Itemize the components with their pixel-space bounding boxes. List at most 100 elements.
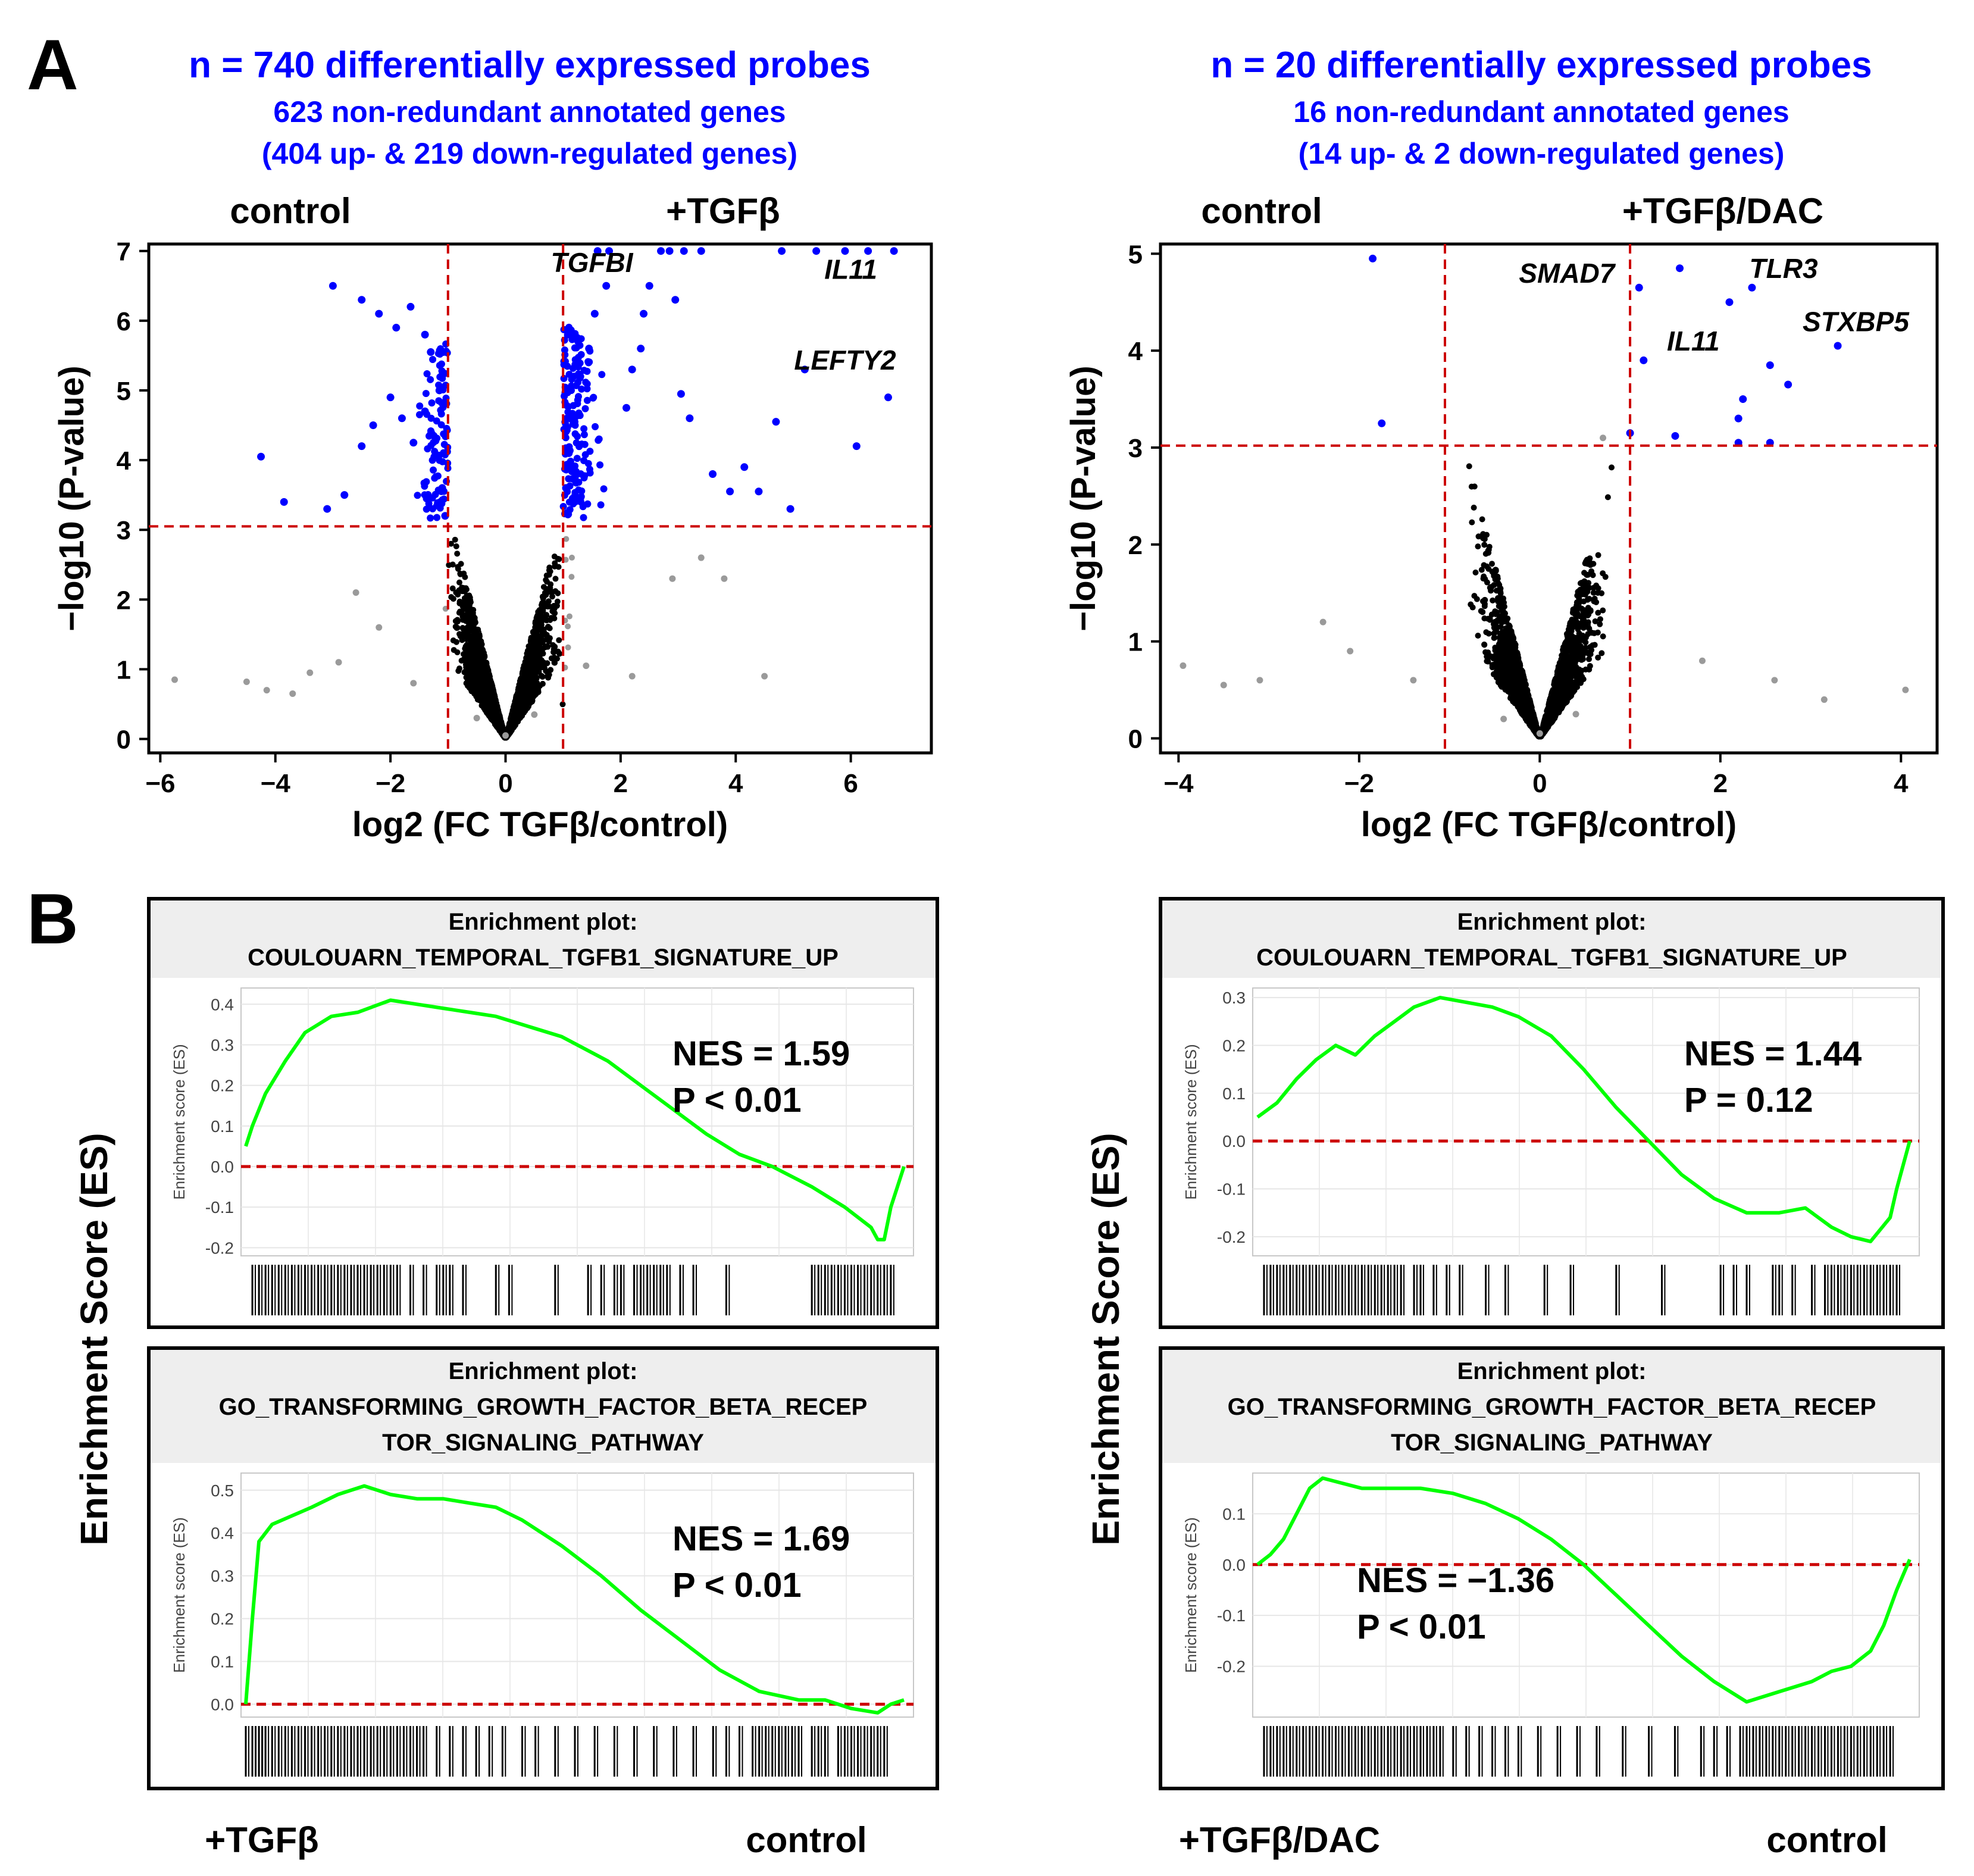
volcano-right-xtick-label: 4 <box>1894 769 1909 798</box>
volcano-left-sig-point <box>772 418 780 426</box>
volcano-left-point <box>478 669 485 676</box>
volcano-right-point <box>1490 597 1496 604</box>
panel-label-b: B <box>27 879 79 959</box>
volcano-left-point <box>468 655 474 661</box>
volcano-right-ylabel: −log10 (P-value) <box>1064 365 1103 631</box>
volcano-left-point <box>510 720 517 727</box>
volcano-left-sig-point <box>581 451 589 458</box>
volcano-left-sig-point <box>429 356 437 364</box>
volcano-left-sig-point <box>436 362 443 370</box>
volcano-left-sig-point <box>575 479 583 486</box>
volcano-left-point <box>452 536 458 543</box>
volcano-left-sig-point <box>812 247 821 255</box>
volcano-left-sig-point <box>592 423 599 430</box>
volcano-left-point <box>461 656 467 662</box>
volcano-left-point <box>524 685 531 692</box>
volcano-left-point <box>465 604 472 610</box>
volcano-left-ytick-label: 4 <box>117 446 132 476</box>
volcano-left-label-control: control <box>230 191 351 231</box>
volcano-left-point <box>449 561 456 568</box>
volcano-left-sig-point <box>726 487 734 496</box>
volcano-left-xlabel: log2 (FC TGFβ/control) <box>352 805 728 844</box>
volcano-right-point <box>1479 609 1486 615</box>
volcano-left-point <box>552 563 558 570</box>
volcano-left-point <box>568 554 575 561</box>
volcano-right-point <box>1588 568 1595 574</box>
volcano-left-point <box>556 637 562 643</box>
volcano-left-point <box>450 596 456 602</box>
volcano-left-point <box>456 600 463 606</box>
volcano-left-point-cloud <box>171 536 768 741</box>
volcano-right-point <box>1600 633 1606 640</box>
volcano-right-ytick-label: 2 <box>1128 531 1143 560</box>
volcano-left-point <box>556 556 562 562</box>
volcano-left-point <box>550 649 557 655</box>
volcano-left-point <box>453 543 459 549</box>
volcano-left-sig-point <box>595 436 602 444</box>
volcano-left-point <box>563 536 570 542</box>
volcano-left-sig-point <box>423 370 431 377</box>
volcano-right-subtitle1: 16 non-redundant annotated genes <box>1293 95 1789 129</box>
volcano-left-point <box>551 659 558 666</box>
volcano-left-point <box>480 701 486 707</box>
volcano-left-point <box>527 662 534 668</box>
volcano-left-point <box>527 638 534 645</box>
volcano-left-point <box>556 651 563 657</box>
volcano-left-point <box>474 648 480 654</box>
volcano-left-point <box>478 695 485 701</box>
volcano-left-point <box>761 673 768 680</box>
volcano-left-point <box>471 625 477 631</box>
volcano-left-point <box>545 674 552 681</box>
volcano-left-point <box>534 680 540 686</box>
volcano-left-point <box>450 637 456 643</box>
volcano-right-point <box>1500 608 1506 614</box>
volcano-left-point <box>515 701 522 708</box>
volcano-left-sig-point <box>622 404 631 412</box>
volcano-left-point <box>459 588 465 595</box>
volcano-left-sig-point <box>430 453 438 461</box>
volcano-left-sig-point <box>358 296 366 304</box>
volcano-left-point <box>461 595 468 602</box>
volcano-left-sig-point <box>329 282 337 290</box>
volcano-right-xtick-label: 2 <box>1713 769 1728 798</box>
volcano-left-point <box>552 643 558 650</box>
volcano-right-point <box>1475 632 1481 639</box>
volcano-left-subtitle2: (404 up- & 219 down-regulated genes) <box>262 137 797 170</box>
volcano-left-sig-point <box>421 407 429 415</box>
volcano-right-point <box>1493 627 1499 634</box>
volcano-left-sig-point <box>583 367 591 375</box>
volcano-left-point <box>536 623 543 629</box>
volcano-left-point <box>519 692 525 699</box>
volcano-left-point <box>536 634 542 640</box>
volcano-left-point <box>551 554 558 560</box>
volcano-left-sig-point <box>583 396 591 404</box>
volcano-left-sig-point <box>586 465 593 473</box>
volcano-right-point <box>1469 519 1475 526</box>
volcano-left-sig-point <box>645 282 653 290</box>
volcano-left-sig-point <box>574 393 582 401</box>
volcano-left-point <box>517 681 524 687</box>
volcano-left-point <box>171 676 179 683</box>
volcano-right-point <box>1481 615 1488 622</box>
volcano-left-sig-point <box>568 336 576 343</box>
volcano-left-sig-point <box>257 452 265 461</box>
volcano-left-point <box>521 670 527 676</box>
volcano-left-point <box>551 605 558 611</box>
volcano-left-point <box>453 589 459 596</box>
volcano-left-significant-points <box>257 247 898 522</box>
volcano-left-sig-point <box>565 459 573 467</box>
volcano-left-sig-point <box>369 421 377 430</box>
volcano-left-sig-point <box>697 247 705 255</box>
volcano-left-point <box>544 634 550 640</box>
volcano-right-ytick-label: 5 <box>1128 240 1143 269</box>
volcano-left-point <box>535 655 542 662</box>
volcano-left-point <box>475 659 482 665</box>
volcano-left-sig-point <box>585 345 593 353</box>
volcano-left-sig-point <box>571 418 579 426</box>
volcano-left-point <box>376 624 383 631</box>
volcano-left-sig-point <box>580 514 587 521</box>
volcano-left-sig-point <box>423 495 430 502</box>
volcano-right-label-treat: +TGFβ/DAC <box>1622 191 1823 231</box>
volcano-left-point <box>542 615 549 622</box>
